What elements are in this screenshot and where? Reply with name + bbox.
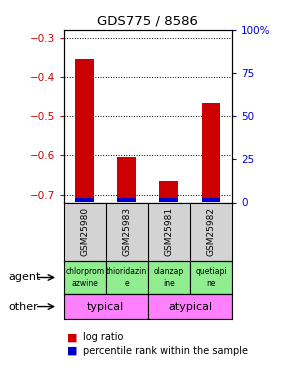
Bar [148,294,232,319]
Bar [75,198,94,202]
Text: atypical: atypical [168,302,212,312]
Text: GSM25981: GSM25981 [164,207,173,256]
Text: ■: ■ [67,333,77,342]
Bar [106,261,148,294]
Bar [202,102,220,202]
Text: GSM25980: GSM25980 [80,207,89,256]
Text: log ratio: log ratio [83,333,123,342]
Bar [202,198,220,202]
Bar [117,158,136,203]
Bar [148,261,190,294]
Bar [75,59,94,202]
Title: GDS775 / 8586: GDS775 / 8586 [97,15,198,27]
Bar [160,198,178,202]
Bar [64,294,148,319]
Text: thioridazin
e: thioridazin e [106,267,148,288]
Bar [190,261,232,294]
Bar [64,261,106,294]
Text: typical: typical [87,302,124,312]
Text: olanzap
ine: olanzap ine [154,267,184,288]
Text: agent: agent [9,273,41,282]
Bar [117,198,136,202]
Text: GSM25983: GSM25983 [122,207,131,256]
Bar [160,181,178,203]
Text: quetiapi
ne: quetiapi ne [195,267,227,288]
Text: other: other [9,302,39,312]
Text: GSM25982: GSM25982 [206,207,215,256]
Text: chlorprom
azwine: chlorprom azwine [65,267,104,288]
Text: ■: ■ [67,346,77,355]
Text: percentile rank within the sample: percentile rank within the sample [83,346,248,355]
